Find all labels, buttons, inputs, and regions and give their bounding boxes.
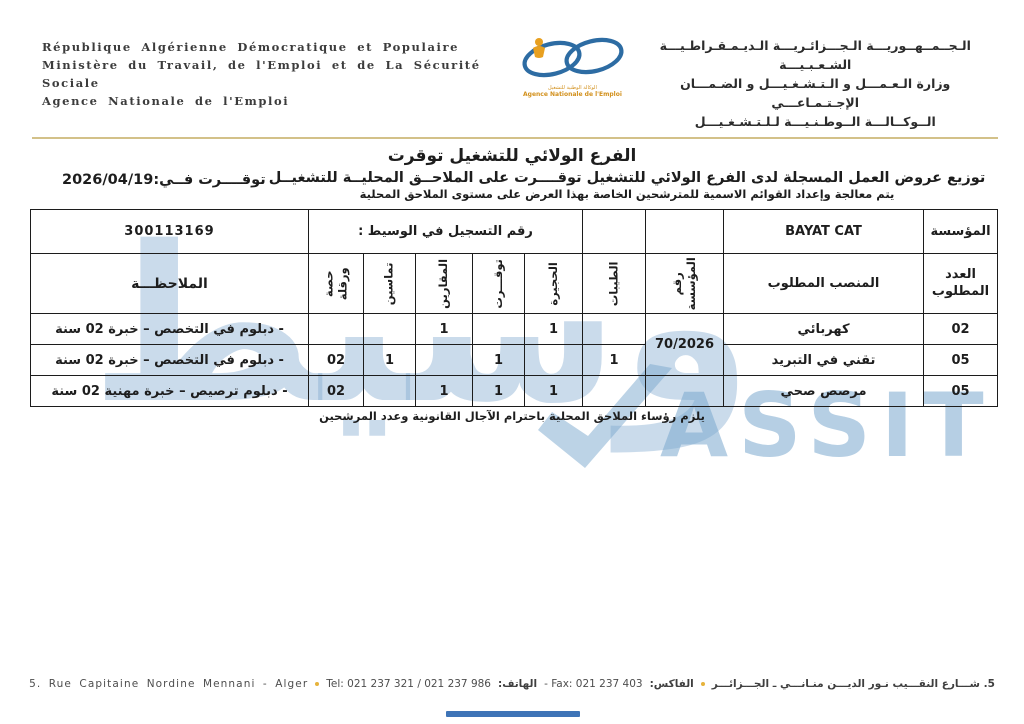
branch-cell-megarine [415, 344, 473, 376]
table-row: 02 كهربائي 70/2026 1 1 - دبلوم في التخصص… [30, 313, 998, 376]
anem-logo-icon [522, 37, 624, 78]
branch-cell-taibet [582, 313, 646, 345]
table-header-row: العدد المطلوب المنصب المطلوب رقم المؤسسة… [30, 253, 998, 314]
header-arabic-line2: وزارة الـعـمـــل و الـتـشـغـيـــل و الضـ… [680, 76, 951, 110]
empty-cell [645, 209, 724, 254]
branch-cell-megarine: 1 [415, 375, 473, 407]
institution-label-cell: المؤسسة [923, 209, 998, 254]
col-header-megarine: المقارين [415, 253, 473, 314]
page-title: الفرع الولائي للتشغيل توقرت [387, 146, 637, 166]
branch-cell-taibet: 1 [582, 344, 646, 376]
branch-cell-temacine [363, 375, 416, 407]
branch-cell-touggourt: 1 [472, 375, 525, 407]
footer-fax: - Fax: 021 237 403 [544, 678, 643, 690]
count-cell: 02 [923, 313, 998, 345]
header-french-line1: République Algérienne Démocratique et Po… [42, 40, 460, 54]
footer-tel-label-arabic: الهاتف: [498, 678, 538, 690]
date-line: توقــــرت فــي:2026/04/19 [62, 172, 266, 188]
branch-cell-hadjira: 1 [524, 313, 583, 345]
subtitle-distribution: توزيع عروض العمل المسجلة لدى الفرع الولا… [268, 170, 986, 186]
offers-table: المؤسسة BAYAT CAT رقم التسجيل في الوسيط … [30, 209, 998, 407]
branch-cell-touggourt: 1 [472, 344, 525, 376]
branch-cell-hadjira [524, 344, 583, 376]
header-divider [32, 137, 998, 139]
anem-logo: الوكالة الوطنية للتشغيل Agence Nationale… [508, 32, 636, 98]
col-header-position: المنصب المطلوب [723, 253, 924, 314]
table-row: 05 مرصص صحي 1 1 1 02 - دبلوم ترصيص – خبر… [30, 375, 998, 407]
table-row: 05 تقني في التبريد 1 1 1 02 - دبلوم في ا… [30, 344, 998, 376]
header-arabic: الـجــمــهــوريـــة الـجـــزائـريـــة ال… [636, 30, 994, 131]
note-cell: - دبلوم في التخصص – خبرة 02 سنة [30, 313, 309, 345]
branch-cell-temacine [363, 313, 416, 345]
logo-caption-french: Agence Nationale de l'Emploi [523, 91, 622, 98]
col-header-note: الملاحظـــة [30, 253, 309, 314]
branch-cell-hadjira: 1 [524, 375, 583, 407]
header-arabic-line3: الــوكــالـــة الــوطـنـيـــة لـلـتـشـغـ… [694, 114, 936, 129]
position-cell: كهربائي [723, 313, 924, 345]
position-cell: مرصص صحي [723, 375, 924, 407]
branch-cell-ouargla: 02 [307, 344, 365, 376]
col-header-touggourt: توقـــرت [472, 253, 525, 314]
footer-tel: Tel: 021 237 321 / 021 237 986 [326, 678, 491, 690]
count-cell: 05 [923, 344, 998, 376]
col-header-temacine: تماسين [363, 253, 416, 314]
footer-address-arabic: 5. شـــارع النقـــيب نـور الديـــن منـان… [711, 678, 995, 690]
wassit-label-cell: رقم التسجيل في الوسيط : [307, 209, 584, 254]
branch-cell-taibet [582, 375, 646, 407]
note-cell: - دبلوم في التخصص – خبرة 02 سنة [30, 344, 309, 376]
header-french-line3: Agence Nationale de l'Emploi [42, 94, 290, 108]
institution-value-cell: BAYAT CAT [723, 209, 924, 254]
branch-cell-ouargla [307, 313, 365, 345]
offers-table-wrapper: المؤسسة BAYAT CAT رقم التسجيل في الوسيط … [0, 201, 1024, 407]
branch-cell-megarine: 1 [415, 313, 473, 345]
bullet-dot-icon [315, 682, 320, 686]
registration-number-cell: 300113169 [30, 209, 309, 254]
subtitle-block: توقــــرت فــي:2026/04/19 توزيع عروض الع… [0, 170, 1024, 201]
header-french-line2: Ministère du Travail, de l'Emploi et de … [42, 58, 481, 90]
empty-cell [582, 209, 646, 254]
footer-fax-label-arabic: الفاكس: [649, 678, 694, 690]
firm-number-cell: 70/2026 [645, 313, 724, 376]
col-header-firm-number: رقم المؤسسة [645, 253, 724, 314]
document-header: République Algérienne Démocratique et Po… [0, 0, 1024, 131]
col-header-count: العدد المطلوب [923, 253, 998, 314]
table-row-top: المؤسسة BAYAT CAT رقم التسجيل في الوسيط … [30, 209, 998, 254]
col-header-ouargla-share: حصة ورقلة [307, 253, 365, 314]
footer-accent-bar [446, 711, 580, 717]
position-cell: تقني في التبريد [723, 344, 924, 376]
branch-cell-temacine: 1 [363, 344, 416, 376]
count-cell: 05 [923, 375, 998, 407]
logo-caption-arabic: الوكالة الوطنية للتشغيل [548, 85, 597, 91]
col-header-hadjira: الحجيرة [524, 253, 583, 314]
document-footer: 5. Rue Capitaine Nordine Mennani - Alger… [0, 678, 1024, 690]
firm-number-cell [645, 375, 724, 407]
branch-cell-touggourt [472, 313, 525, 345]
subtitle-processing: يتم معالجة وإعداد القوائم الاسمية للمترش… [359, 187, 895, 201]
footer-address-french: 5. Rue Capitaine Nordine Mennani - Alger [29, 678, 309, 690]
header-arabic-line1: الـجــمــهــوريـــة الـجـــزائـريـــة ال… [659, 38, 971, 72]
bullet-dot-icon [700, 682, 705, 686]
header-french: République Algérienne Démocratique et Po… [42, 30, 508, 110]
table-footnote: يلزم رؤساء الملاحق المحلية باحترام الآجا… [319, 409, 705, 423]
note-cell: - دبلوم ترصيص – خبرة مهنية 02 سنة [30, 375, 309, 407]
branch-cell-ouargla: 02 [307, 375, 365, 407]
col-header-taibet: الطيبات [582, 253, 646, 314]
